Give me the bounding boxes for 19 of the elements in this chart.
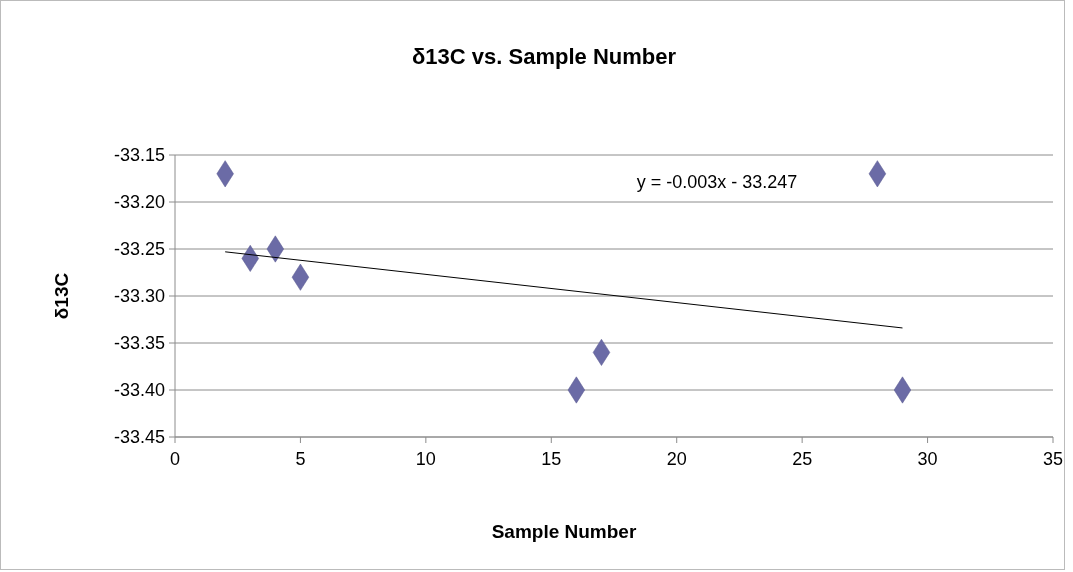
x-axis-title: Sample Number bbox=[491, 521, 637, 542]
y-tick-label: -33.40 bbox=[113, 380, 165, 401]
x-tick-label: 35 bbox=[1042, 449, 1064, 469]
annotation: y = -0.003x - 33.247 bbox=[636, 172, 798, 192]
y-tick-label: -33.25 bbox=[113, 239, 165, 260]
x-tick-label: 20 bbox=[666, 449, 687, 469]
x-tick-label: 10 bbox=[415, 449, 436, 469]
y-tick-label: -33.30 bbox=[113, 286, 165, 307]
x-tick-label: 15 bbox=[541, 449, 562, 469]
x-tick-label: 25 bbox=[792, 449, 813, 469]
x-tick-label: 5 bbox=[295, 449, 306, 469]
y-axis-title: δ13C bbox=[51, 272, 72, 320]
x-tick-label: 30 bbox=[917, 449, 938, 469]
chart-title: δ13C vs. Sample Number bbox=[412, 44, 677, 69]
y-tick-label: -33.35 bbox=[113, 333, 165, 354]
x-tick-label: 0 bbox=[169, 449, 181, 469]
y-tick-label: -33.45 bbox=[113, 427, 165, 448]
y-tick-label: -33.20 bbox=[113, 192, 165, 213]
y-tick-label: -33.15 bbox=[113, 145, 165, 166]
